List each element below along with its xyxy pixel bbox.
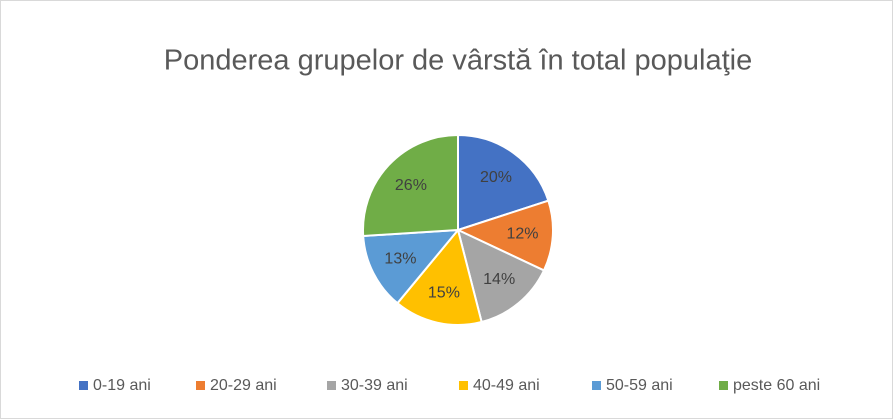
pie-slice xyxy=(457,133,550,232)
legend-label: 0-19 ani xyxy=(93,377,151,394)
legend-label: 40-49 ani xyxy=(473,377,540,394)
data-label: 12% xyxy=(506,225,538,242)
chart-title: Ponderea grupelor de vârstă în total pop… xyxy=(164,45,752,77)
legend-marker xyxy=(79,381,88,390)
legend-marker xyxy=(196,381,205,390)
pie-slice xyxy=(455,199,554,272)
legend-label: peste 60 ani xyxy=(733,377,820,394)
data-label: 13% xyxy=(384,251,416,268)
data-label: 20% xyxy=(480,169,512,186)
data-label: 14% xyxy=(483,271,515,288)
pie-slice xyxy=(396,227,483,326)
pie-slice xyxy=(456,228,546,324)
legend-marker xyxy=(327,381,336,390)
pie-slice xyxy=(362,133,459,238)
legend-label: 50-59 ani xyxy=(606,377,673,394)
legend-marker xyxy=(719,381,728,390)
data-label: 26% xyxy=(395,177,427,194)
legend-marker xyxy=(592,381,601,390)
legend-label: 20-29 ani xyxy=(210,377,277,394)
data-label: 15% xyxy=(428,284,460,301)
pie-slice xyxy=(362,228,461,305)
legend-label: 30-39 ani xyxy=(341,377,408,394)
legend-marker xyxy=(459,381,468,390)
